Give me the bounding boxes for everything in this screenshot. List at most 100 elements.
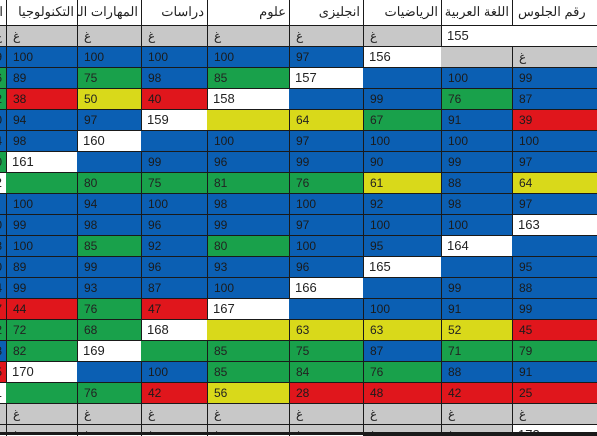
grade-cell[interactable]: 50 — [77, 89, 141, 110]
grade-cell[interactable]: 91 — [441, 299, 512, 320]
grade-cell[interactable]: 63 — [363, 320, 441, 341]
seat-number-cell[interactable]: 172 — [512, 425, 597, 433]
column-header[interactable]: اللغة العربية — [441, 0, 512, 26]
grade-cell[interactable]: 61 — [363, 173, 441, 194]
grade-cell[interactable]: 39 — [512, 110, 597, 131]
grade-cell[interactable]: غ — [207, 26, 289, 47]
grade-cell[interactable]: 88 — [441, 362, 512, 383]
grade-cell[interactable]: 93 — [207, 257, 289, 278]
grade-cell[interactable]: غ — [441, 404, 512, 425]
grade-cell[interactable]: 45 — [512, 320, 597, 341]
grade-cell[interactable]: 100 — [441, 131, 512, 152]
grade-cell[interactable]: 64 — [512, 173, 597, 194]
grade-cell[interactable]: 80 — [0, 152, 6, 173]
grade-cell[interactable]: 42 — [141, 383, 207, 404]
grade-cell[interactable]: 38 — [6, 89, 77, 110]
grade-cell[interactable]: غ — [289, 404, 363, 425]
grade-cell[interactable]: 99 — [6, 278, 77, 299]
grade-cell[interactable]: 100 — [0, 215, 6, 236]
grade-cell[interactable]: 99 — [512, 299, 597, 320]
grade-cell[interactable]: 87 — [363, 341, 441, 362]
grade-cell[interactable]: غ — [6, 425, 77, 433]
grade-cell[interactable]: 100 — [363, 215, 441, 236]
grade-cell[interactable]: غ — [207, 425, 289, 433]
grade-cell[interactable]: 89 — [6, 68, 77, 89]
grade-cell[interactable]: 100 — [0, 110, 6, 131]
grade-cell[interactable]: غ — [512, 47, 597, 68]
seat-number-cell[interactable]: 168 — [141, 320, 207, 341]
grade-cell[interactable]: 80 — [77, 173, 141, 194]
grade-cell[interactable]: 94 — [0, 278, 6, 299]
grade-cell[interactable]: 76 — [0, 68, 6, 89]
grade-cell[interactable]: 40 — [141, 89, 207, 110]
grade-cell[interactable]: 72 — [6, 320, 77, 341]
grade-cell[interactable]: 91 — [512, 362, 597, 383]
seat-number-cell[interactable]: 162 — [0, 173, 6, 194]
grade-cell[interactable]: 52 — [441, 320, 512, 341]
grade-cell[interactable]: 100 — [141, 47, 207, 68]
grade-cell[interactable]: 99 — [289, 152, 363, 173]
grade-cell[interactable]: 89 — [6, 257, 77, 278]
grade-cell[interactable]: 47 — [0, 299, 6, 320]
grade-cell[interactable]: 100 — [6, 236, 77, 257]
column-header[interactable]: رقم الجلوس — [512, 0, 597, 26]
grade-cell[interactable]: 98 — [207, 194, 289, 215]
grade-cell[interactable]: غ — [363, 26, 441, 47]
grade-cell[interactable]: 87 — [141, 278, 207, 299]
grade-cell[interactable]: 98 — [441, 194, 512, 215]
grade-cell[interactable]: 82 — [0, 320, 6, 341]
grade-cell[interactable]: 100 — [141, 362, 207, 383]
column-header[interactable]: دراسات — [141, 0, 207, 26]
grade-cell[interactable]: غ — [363, 404, 441, 425]
column-header[interactable]: انجليزى — [289, 0, 363, 26]
grade-cell[interactable]: 99 — [207, 215, 289, 236]
grade-cell[interactable]: غ — [141, 425, 207, 433]
seat-number-cell[interactable]: 169 — [77, 341, 141, 362]
grade-cell[interactable]: 99 — [0, 47, 6, 68]
grade-cell[interactable]: 76 — [289, 173, 363, 194]
grade-cell[interactable]: 100 — [6, 47, 77, 68]
grade-cell[interactable]: 25 — [512, 383, 597, 404]
column-header[interactable]: التكنولوجيا — [6, 0, 77, 26]
grade-cell[interactable]: غ — [141, 26, 207, 47]
seat-number-cell[interactable]: 166 — [289, 278, 363, 299]
grade-cell[interactable]: 98 — [6, 131, 77, 152]
grade-cell[interactable]: 97 — [77, 110, 141, 131]
grade-cell[interactable]: 81 — [207, 173, 289, 194]
seat-number-cell[interactable]: 157 — [289, 68, 363, 89]
seat-number-cell[interactable]: 167 — [207, 299, 289, 320]
grade-cell[interactable]: 42 — [441, 383, 512, 404]
grade-cell[interactable]: 82 — [6, 341, 77, 362]
grade-cell[interactable]: 97 — [289, 215, 363, 236]
seat-number-cell[interactable]: 171 — [0, 383, 6, 404]
grade-cell[interactable]: 88 — [512, 278, 597, 299]
grade-cell[interactable]: 85 — [207, 68, 289, 89]
grade-cell[interactable]: غ — [6, 26, 77, 47]
grade-cell[interactable]: 95 — [512, 257, 597, 278]
grade-cell[interactable]: 100 — [141, 194, 207, 215]
grade-cell[interactable]: 94 — [6, 110, 77, 131]
grade-cell[interactable]: 76 — [363, 362, 441, 383]
grade-cell[interactable]: 100 — [77, 47, 141, 68]
grade-cell[interactable]: 96 — [141, 215, 207, 236]
grade-cell[interactable]: 97 — [512, 194, 597, 215]
grade-cell[interactable]: 100 — [512, 131, 597, 152]
grade-cell[interactable]: 97 — [289, 47, 363, 68]
grade-cell[interactable]: 99 — [441, 278, 512, 299]
grade-cell[interactable]: 88 — [0, 236, 6, 257]
grade-cell[interactable]: 100 — [441, 215, 512, 236]
column-header[interactable]: الرياضيات — [363, 0, 441, 26]
seat-number-cell[interactable]: 170 — [6, 362, 77, 383]
grade-cell[interactable]: 72 — [0, 89, 6, 110]
grade-cell[interactable]: 56 — [207, 383, 289, 404]
grade-cell[interactable]: 68 — [77, 320, 141, 341]
seat-number-cell[interactable]: 158 — [207, 89, 289, 110]
seat-number-cell[interactable]: 155 — [441, 26, 512, 47]
grade-cell[interactable]: 88 — [0, 341, 6, 362]
grade-cell[interactable]: 100 — [363, 131, 441, 152]
grade-cell[interactable]: 91 — [441, 110, 512, 131]
grade-cell[interactable]: 95 — [363, 236, 441, 257]
grade-cell[interactable]: غ — [6, 404, 77, 425]
grade-cell[interactable]: 90 — [363, 152, 441, 173]
grade-cell[interactable]: 93 — [77, 278, 141, 299]
